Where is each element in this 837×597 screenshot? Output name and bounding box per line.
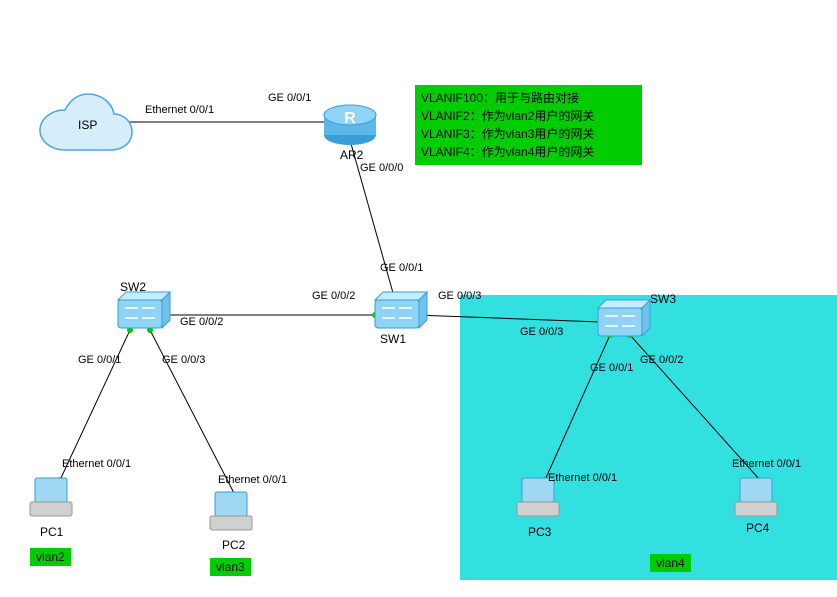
topology-canvas: R xyxy=(0,0,837,597)
sw3-label: SW3 xyxy=(650,292,676,306)
port-sw1-g2: GE 0/0/2 xyxy=(312,290,355,302)
sw2-icon xyxy=(118,292,170,328)
port-ar2-g0: GE 0/0/0 xyxy=(360,162,403,174)
vlan4-tag: vlan4 xyxy=(650,554,691,572)
port-sw2-g1: GE 0/0/1 xyxy=(78,354,121,366)
port-sw1-g3: GE 0/0/3 xyxy=(438,290,481,302)
pc4-label: PC4 xyxy=(746,521,769,535)
info-line-4: VLANIF4：作为vlan4用户的网关 xyxy=(421,143,636,161)
port-sw3-g3: GE 0/0/3 xyxy=(520,326,563,338)
port-pc1-eth: Ethernet 0/0/1 xyxy=(62,458,131,470)
pc3-label: PC3 xyxy=(528,525,551,539)
pc2-label: PC2 xyxy=(222,538,245,552)
port-sw3-g1: GE 0/0/1 xyxy=(590,362,633,374)
vlan2-tag: vlan2 xyxy=(30,548,71,566)
port-sw2-g2: GE 0/0/2 xyxy=(180,316,223,328)
router-icon: R xyxy=(324,105,376,145)
pc2-icon xyxy=(210,492,252,530)
vlanif-info-box: VLANIF100：用于与路由对接 VLANIF2：作为vlan2用户的网关 V… xyxy=(415,85,642,165)
ar2-label: AR2 xyxy=(340,148,363,162)
port-sw3-g2: GE 0/0/2 xyxy=(640,354,683,366)
port-sw2-g3: GE 0/0/3 xyxy=(162,354,205,366)
info-line-2: VLANIF2：作为vlan2用户的网关 xyxy=(421,107,636,125)
port-pc4-eth: Ethernet 0/0/1 xyxy=(732,458,801,470)
pc4-icon xyxy=(735,478,777,516)
sw1-icon xyxy=(375,292,427,328)
port-pc2-eth: Ethernet 0/0/1 xyxy=(218,474,287,486)
port-sw1-g1: GE 0/0/1 xyxy=(380,262,423,274)
svg-text:R: R xyxy=(344,110,356,127)
pc1-label: PC1 xyxy=(40,525,63,539)
sw2-label: SW2 xyxy=(120,280,146,294)
port-pc3-eth: Ethernet 0/0/1 xyxy=(548,472,617,484)
vlan3-tag: vlan3 xyxy=(210,558,251,576)
sw3-icon xyxy=(598,300,650,336)
pc1-icon xyxy=(30,478,72,516)
port-ar2-g1: GE 0/0/1 xyxy=(268,92,311,104)
info-line-1: VLANIF100：用于与路由对接 xyxy=(421,89,636,107)
info-line-3: VLANIF3：作为vlan3用户的网关 xyxy=(421,125,636,143)
isp-label: ISP xyxy=(78,118,97,132)
sw1-label: SW1 xyxy=(380,332,406,346)
port-isp-eth: Ethernet 0/0/1 xyxy=(145,104,214,116)
